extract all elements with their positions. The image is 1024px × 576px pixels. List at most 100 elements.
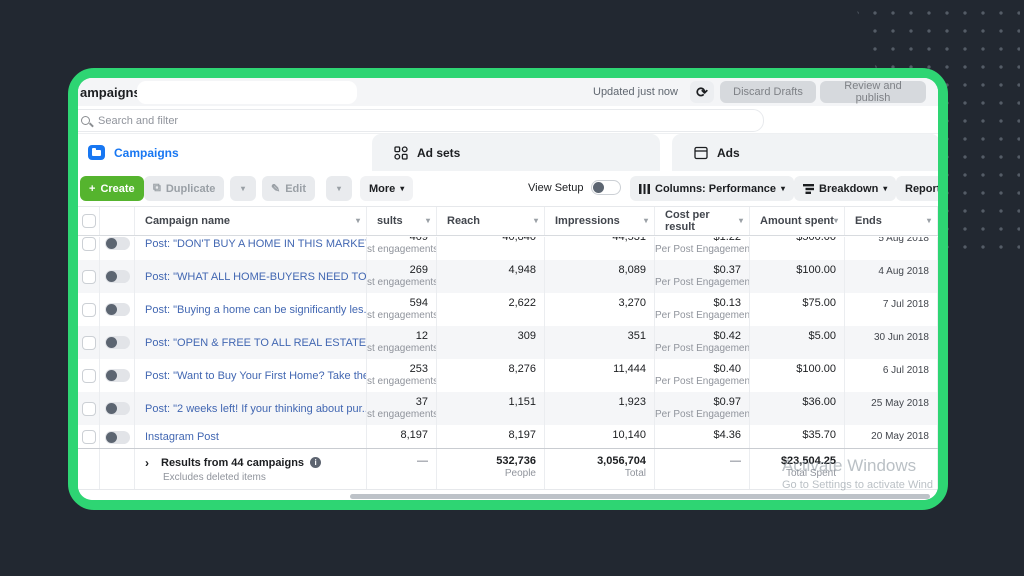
reports-button[interactable]: Reports (896, 176, 938, 201)
pencil-icon: ✎ (271, 183, 281, 195)
adsets-grid-icon (394, 145, 408, 160)
campaign-toggle[interactable] (104, 270, 130, 283)
tab-campaigns[interactable]: Campaigns (78, 134, 360, 171)
sort-caret-icon: ▾ (833, 216, 838, 225)
ends-value: 4 Aug 2018 (878, 266, 929, 277)
campaign-name-link[interactable]: Post: "Want to Buy Your First Home? Take… (145, 369, 366, 382)
campaign-name-link[interactable]: Instagram Post (145, 431, 219, 443)
create-label: Create (100, 182, 135, 195)
tab-adsets[interactable]: Ad sets (372, 134, 660, 171)
duplicate-caret-button[interactable]: ▾ (230, 176, 256, 201)
reach-value: 2,622 (508, 297, 536, 309)
more-button[interactable]: More ▾ (360, 176, 414, 201)
toggle-column-header (100, 207, 135, 235)
sort-caret-icon: ▾ (926, 216, 931, 225)
ends-value: 20 May 2018 (871, 431, 929, 442)
duplicate-icon: ⧉ (153, 182, 161, 194)
row-checkbox[interactable] (82, 401, 96, 416)
results-value: 253 (409, 363, 428, 375)
campaign-toggle[interactable] (104, 430, 130, 444)
column-header-campaign-name[interactable]: Campaign name ▾ (135, 207, 367, 235)
reach-value: 4,948 (508, 264, 536, 276)
tab-adsets-label: Ad sets (417, 145, 461, 160)
ads-manager-app: ampaigns Updated just now ⟳ Discard Draf… (78, 78, 938, 500)
impressions-value: 11,444 (613, 363, 646, 375)
sort-caret-icon: ▾ (643, 216, 648, 225)
review-and-publish-button[interactable]: Review and publish (820, 80, 926, 104)
footer-reach-total: 532,736 (496, 455, 536, 467)
cost-value: $0.40 (713, 363, 741, 375)
column-header-ends[interactable]: Ends ▾ (845, 207, 938, 235)
tab-ads[interactable]: Ads (672, 134, 938, 171)
column-header-reach[interactable]: Reach ▾ (437, 207, 545, 235)
footer-reach-sub: People (504, 468, 536, 479)
edit-caret-button[interactable]: ▾ (326, 176, 352, 201)
duplicate-button[interactable]: ⧉ Duplicate (144, 176, 225, 201)
column-header-cost-per-result[interactable]: Cost per result ▾ (655, 207, 750, 235)
reach-value: 8,197 (508, 429, 536, 441)
campaign-toggle[interactable] (104, 237, 130, 250)
reach-value: 40,840 (502, 237, 536, 243)
row-checkbox[interactable] (82, 237, 96, 251)
campaign-toggle[interactable] (104, 336, 130, 349)
horizontal-scrollbar[interactable] (350, 494, 930, 499)
view-setup-toggle[interactable] (591, 180, 621, 195)
discard-drafts-button[interactable]: Discard Drafts (720, 81, 816, 103)
campaign-name-link[interactable]: Post: "OPEN & FREE TO ALL REAL ESTATE A.… (145, 336, 366, 349)
page-title: ampaigns (80, 85, 141, 100)
footer-impressions-total: 3,056,704 (597, 455, 646, 467)
campaign-toggle[interactable] (104, 402, 130, 415)
topbar-box (137, 81, 357, 104)
campaign-name-link[interactable]: Post: "2 weeks left! If your thinking ab… (145, 402, 366, 415)
row-checkbox[interactable] (82, 368, 96, 383)
columns-button[interactable]: Columns: Performance ▾ (630, 176, 795, 201)
search-placeholder: Search and filter (98, 114, 179, 127)
ends-value: 5 Aug 2018 (878, 237, 929, 244)
search-input[interactable]: Search and filter (78, 109, 764, 132)
table-body: Post: "DON'T BUY A HOME IN THIS MARKET, … (78, 237, 938, 448)
row-checkbox[interactable] (82, 302, 96, 317)
row-checkbox[interactable] (82, 335, 96, 350)
campaign-name-link[interactable]: Post: "Buying a home can be significantl… (145, 303, 366, 316)
tab-ads-label: Ads (717, 145, 740, 160)
row-checkbox[interactable] (82, 430, 96, 444)
breakdown-label: Breakdown (819, 182, 879, 195)
results-value: 12 (415, 330, 428, 342)
results-value: 269 (409, 264, 428, 276)
edit-button[interactable]: ✎ Edit (262, 176, 315, 201)
footer-spent-sub: Total Spent (785, 468, 836, 479)
column-header-amount-spent[interactable]: Amount spent ▾ (750, 207, 845, 235)
impressions-value: 1,923 (618, 396, 646, 408)
topbar: ampaigns Updated just now ⟳ Discard Draf… (78, 78, 938, 106)
column-header-impressions[interactable]: Impressions ▾ (545, 207, 655, 235)
spent-value: $35.70 (802, 429, 836, 441)
search-icon (81, 116, 90, 125)
campaign-toggle[interactable] (104, 369, 130, 382)
campaign-name-link[interactable]: Post: "WHAT ALL HOME-BUYERS NEED TO K... (145, 270, 366, 283)
footer-cost-dash: — (730, 455, 741, 467)
info-icon[interactable]: i (310, 457, 322, 468)
refresh-button[interactable]: ⟳ (690, 81, 714, 103)
reports-label: Reports (905, 182, 938, 195)
column-header-results[interactable]: sults ▾ (367, 207, 437, 235)
footer-spent-total: $23,504.25 (780, 455, 836, 467)
select-all-checkbox[interactable] (78, 207, 100, 235)
create-button[interactable]: + Create (80, 176, 144, 201)
expand-chevron-icon[interactable]: › (145, 455, 149, 470)
results-sub: st engagements (367, 376, 437, 387)
campaign-toggle[interactable] (104, 303, 130, 316)
cost-value: $0.97 (713, 396, 741, 408)
breakdown-icon (803, 183, 814, 194)
breakdown-button[interactable]: Breakdown ▾ (794, 176, 897, 201)
spent-value: $100.00 (796, 264, 836, 276)
spent-value: $500.00 (796, 237, 836, 243)
plus-icon: + (89, 182, 96, 195)
reach-value: 1,151 (508, 396, 536, 408)
spent-value: $100.00 (796, 363, 836, 375)
cost-sub: Per Post Engagement (655, 310, 750, 321)
campaign-row: Post: "DON'T BUY A HOME IN THIS MARKET, … (78, 237, 938, 260)
row-checkbox[interactable] (82, 269, 96, 284)
impressions-value: 10,140 (612, 429, 646, 441)
campaign-row: Post: "Want to Buy Your First Home? Take… (78, 359, 938, 392)
campaign-name-link[interactable]: Post: "DON'T BUY A HOME IN THIS MARKET, … (145, 237, 366, 250)
